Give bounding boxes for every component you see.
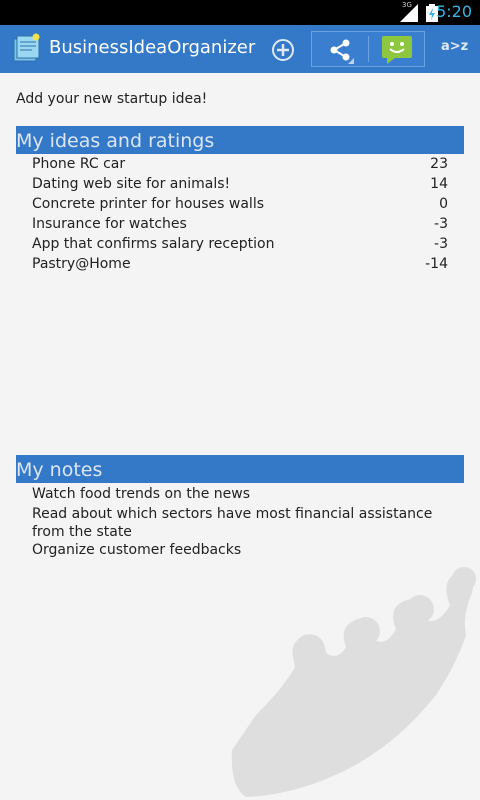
add-circle-icon[interactable] (270, 37, 296, 63)
add-idea-link[interactable]: Add your new startup idea! (16, 91, 208, 107)
note-item[interactable]: Read about which sectors have most finan… (32, 506, 433, 540)
status-bar: 3G 5:20 (0, 0, 480, 25)
idea-name: Concrete printer for houses walls (32, 196, 265, 212)
idea-row[interactable]: Phone RC car 23 (32, 156, 448, 176)
android-smile-icon[interactable] (381, 34, 413, 64)
ideas-section-header: My ideas and ratings (16, 126, 464, 154)
battery-icon (426, 4, 438, 22)
action-group (311, 31, 425, 67)
idea-name: Phone RC car (32, 156, 126, 172)
idea-score: 0 (439, 196, 448, 212)
note-item[interactable]: Organize customer feedbacks (32, 542, 242, 558)
note-item[interactable]: Watch food trends on the news (32, 486, 251, 502)
action-divider (368, 36, 369, 62)
idea-name: Insurance for watches (32, 216, 187, 232)
idea-score: 23 (430, 156, 448, 172)
sort-alpha-button[interactable]: a>z (441, 39, 469, 54)
signal-icon (400, 4, 418, 22)
crown-icon (231, 567, 476, 797)
share-icon[interactable] (326, 36, 354, 64)
idea-row[interactable]: Insurance for watches -3 (32, 216, 448, 236)
idea-row[interactable]: Concrete printer for houses walls 0 (32, 196, 448, 216)
idea-row[interactable]: App that confirms salary reception -3 (32, 236, 448, 256)
idea-name: App that confirms salary reception (32, 236, 275, 252)
idea-score: -14 (425, 256, 448, 272)
idea-row[interactable]: Pastry@Home -14 (32, 256, 448, 276)
idea-name: Dating web site for animals! (32, 176, 231, 192)
notes-section-header: My notes (16, 455, 464, 483)
idea-score: -3 (434, 236, 448, 252)
clock: 5:20 (436, 2, 472, 21)
app-logo-icon[interactable] (12, 33, 42, 63)
idea-name: Pastry@Home (32, 256, 131, 272)
network-type: 3G (402, 1, 412, 9)
app-title: BusinessIdeaOrganizer (49, 37, 256, 58)
idea-row[interactable]: Dating web site for animals! 14 (32, 176, 448, 196)
idea-score: 14 (430, 176, 448, 192)
idea-score: -3 (434, 216, 448, 232)
action-bar: BusinessIdeaOrganizer (0, 25, 480, 73)
